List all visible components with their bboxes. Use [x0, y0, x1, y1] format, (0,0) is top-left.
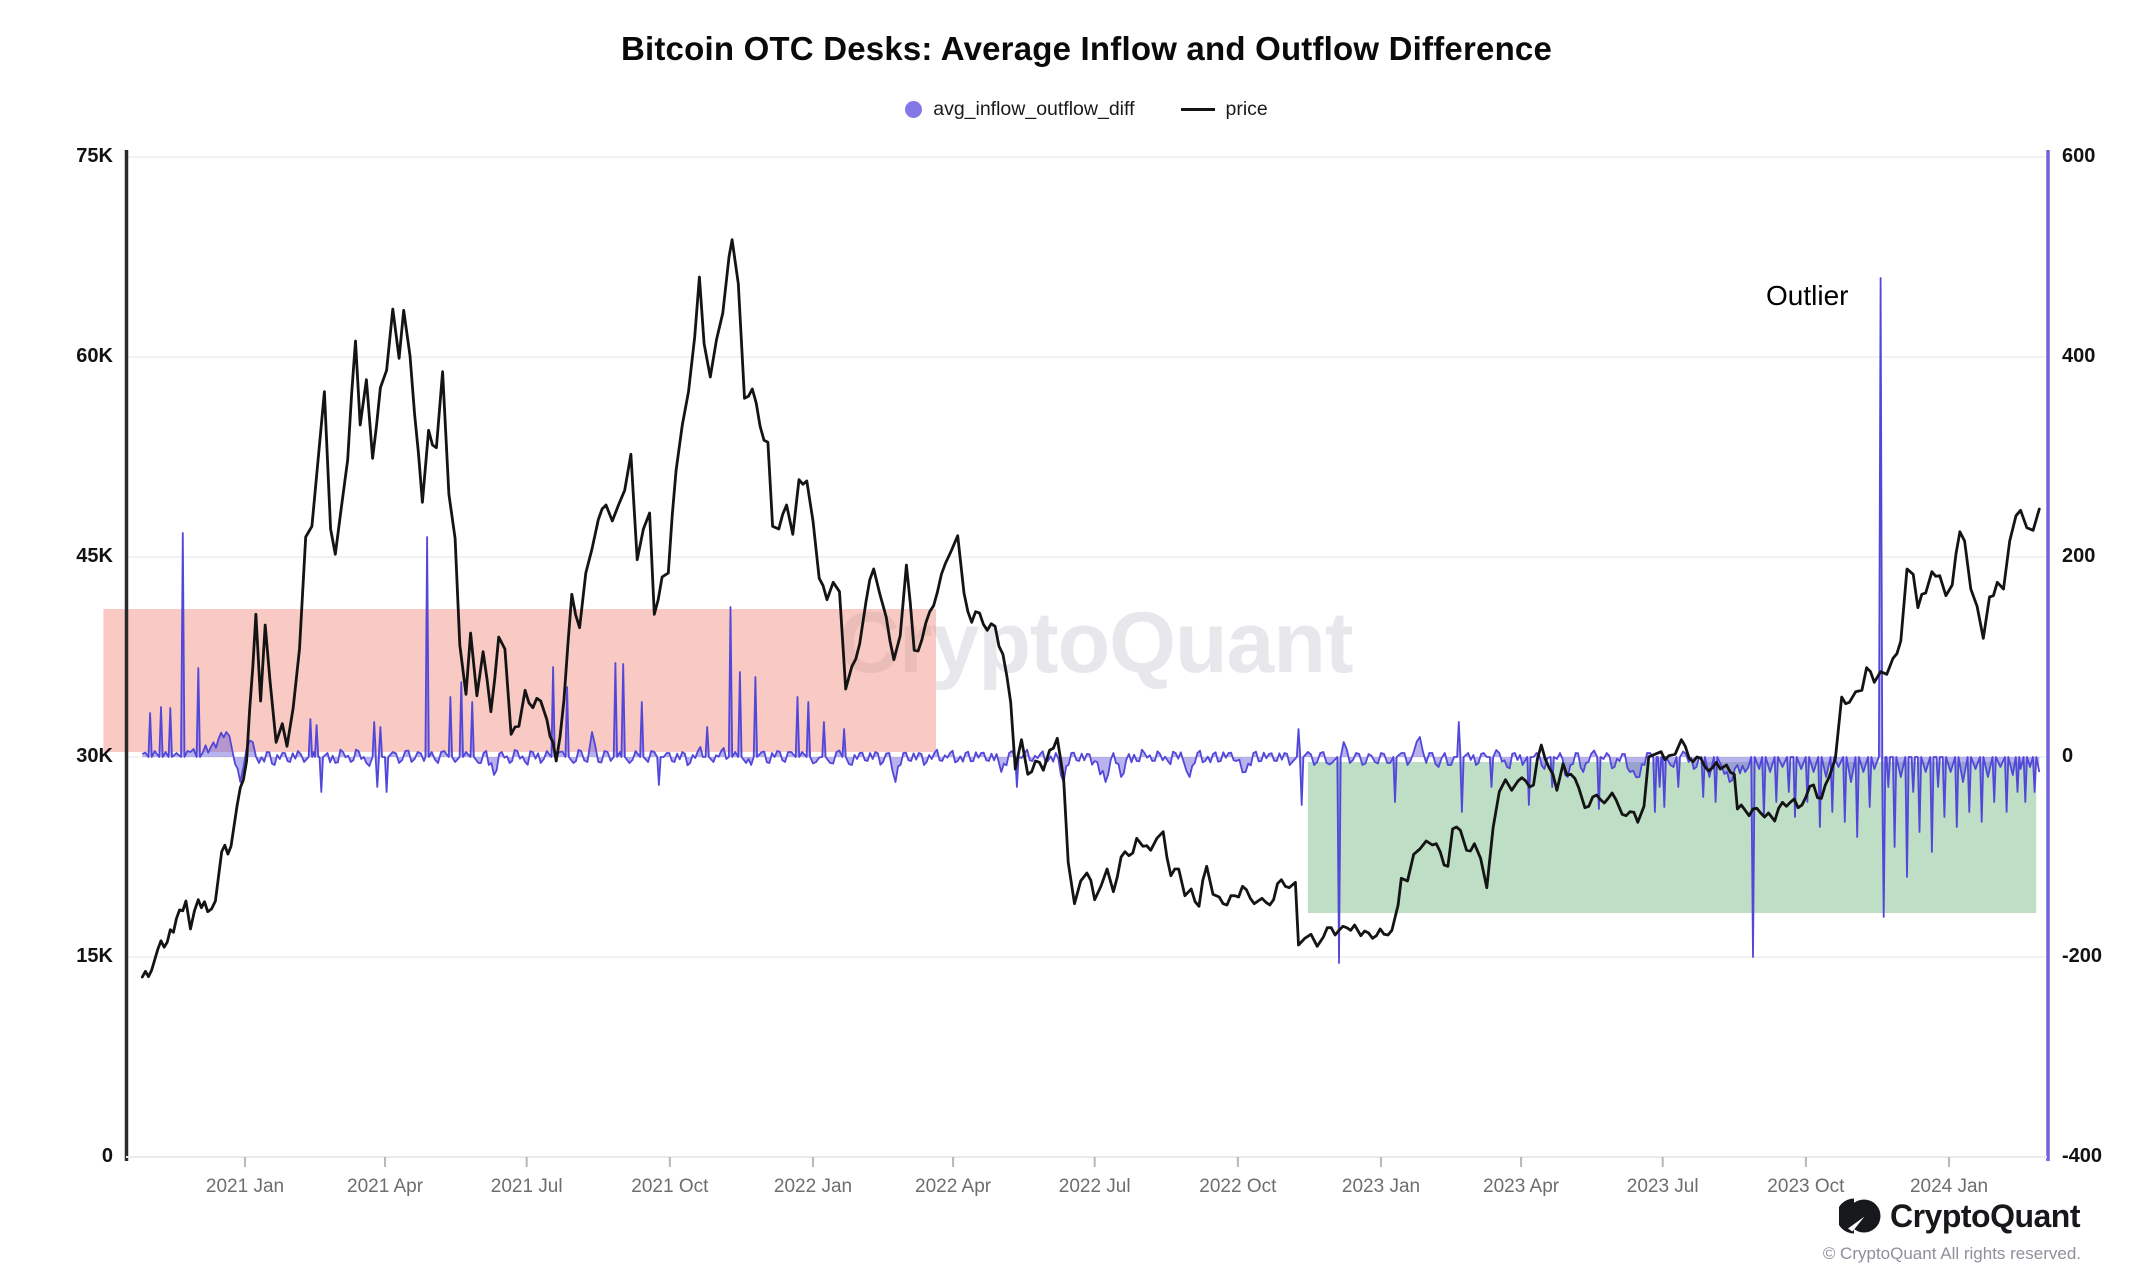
y-left-tick-label: 15K [76, 945, 113, 967]
copyright-text: © CryptoQuant All rights reserved. [1822, 1244, 2081, 1263]
legend-item-price[interactable]: price [1180, 98, 1268, 121]
y-left-tick-label: 75K [76, 145, 113, 167]
x-tick-label: 2022 Jul [1058, 1176, 1131, 1197]
y-right-tick-label: 400 [2062, 345, 2096, 367]
legend-dot-icon [905, 101, 923, 118]
x-tick-label: 2021 Apr [347, 1176, 424, 1197]
x-tick-label: 2021 Jan [205, 1176, 285, 1197]
x-tick-label: 2021 Oct [631, 1176, 709, 1197]
legend-item-avg-inflow-outflow-diff[interactable]: avg_inflow_outflow_diff [905, 98, 1135, 121]
outlier-annotation: Outlier [1766, 280, 1849, 311]
series-line-price [140, 238, 2041, 979]
cryptoquant-logo-text: CryptoQuant [1889, 1197, 2081, 1234]
x-tick-label: 2021 Jul [490, 1176, 563, 1197]
x-tick-label: 2023 Jan [1341, 1176, 1421, 1197]
cryptoquant-watermark: CryptoQuant [838, 595, 1354, 691]
y-left-tick-label: 60K [76, 345, 113, 367]
x-tick-label: 2024 Jan [1909, 1176, 1989, 1197]
x-tick-label: 2022 Jan [773, 1176, 853, 1197]
x-tick-label: 2022 Oct [1199, 1176, 1277, 1197]
chart-legend: avg_inflow_outflow_diff price [126, 98, 2047, 121]
y-right-tick-label: -200 [2062, 945, 2103, 967]
region-negative-outflow-regime [1307, 762, 2037, 913]
region-positive-inflow-regime [103, 609, 936, 752]
y-right-tick-label: -400 [2062, 1145, 2103, 1167]
y-right-tick-label: 200 [2062, 545, 2096, 567]
x-tick-label: 2023 Apr [1483, 1176, 1560, 1197]
y-left-tick-label: 45K [76, 545, 113, 567]
page-title: Bitcoin OTC Desks: Average Inflow and Ou… [620, 30, 1553, 67]
x-tick-label: 2022 Apr [915, 1176, 992, 1197]
legend-line-icon [1180, 108, 1215, 111]
x-tick-label: 2023 Jul [1626, 1176, 1699, 1197]
cryptoquant-logo: CryptoQuant [1838, 1196, 2081, 1236]
cryptoquant-logo-icon [1838, 1198, 1881, 1234]
y-left-tick-label: 30K [76, 745, 113, 767]
x-tick-label: 2023 Oct [1767, 1176, 1845, 1197]
series-line-avg-inflow-outflow-diff [141, 277, 2041, 964]
legend-label: avg_inflow_outflow_diff [933, 98, 1135, 120]
legend-label: price [1225, 98, 1268, 120]
y-right-tick-label: 0 [2062, 745, 2074, 767]
y-right-tick-label: 600 [2062, 145, 2096, 167]
y-left-tick-label: 0 [101, 1145, 113, 1167]
